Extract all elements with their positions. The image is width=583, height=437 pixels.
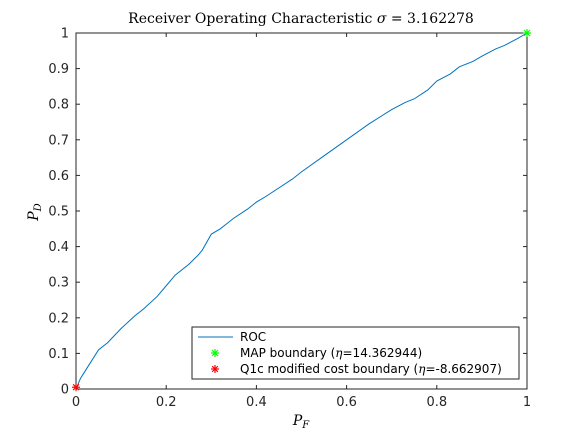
y-tick-label: 0.1: [48, 347, 69, 362]
legend: ROC MAP boundary (η=14.362944) Q1c modif…: [191, 326, 520, 380]
legend-map-label: MAP boundary (η=14.362944): [240, 346, 422, 360]
y-tick-label: 0.6: [48, 169, 69, 184]
x-tick-label: 0: [72, 395, 80, 410]
y-axis-label: PD: [26, 203, 44, 221]
legend-q1c-label: Q1c modified cost boundary (η=-8.662907): [240, 362, 502, 376]
q1c-boundary-marker: [72, 383, 80, 392]
roc-curve-line: [75, 32, 528, 390]
x-tick-label: 0.4: [246, 395, 267, 410]
q1c-boundary-point: [72, 383, 80, 391]
legend-q1c-asterisk: [211, 365, 219, 373]
x-tick-label: 0.8: [426, 395, 447, 410]
x-tick-label: 0.6: [336, 395, 357, 410]
legend-map-swatch: [211, 349, 219, 357]
y-tick-label: 0.7: [48, 133, 69, 148]
y-tick-label: 0.3: [48, 276, 69, 291]
y-tick-label: 1: [61, 27, 69, 42]
y-tick-label: 0.5: [48, 205, 69, 220]
y-tick-label: 0.4: [48, 240, 69, 255]
y-tick-label: 0.9: [48, 62, 69, 77]
legend-box: [191, 326, 520, 380]
x-tick-label: 0.2: [156, 395, 177, 410]
legend-map-asterisk: [211, 349, 219, 357]
chart-title: Receiver Operating Characteristic σ = 3.…: [128, 11, 474, 27]
y-tick-label: 0.8: [48, 98, 69, 113]
map-boundary-point: [523, 29, 531, 37]
y-ticks: 0 0.1 0.2 0.3 0.4 0.5 0.6 0.7 0.8 0.9 1: [48, 27, 527, 398]
plot-area: [72, 29, 531, 392]
y-tick-label: 0.2: [48, 311, 69, 326]
map-boundary-marker: [523, 29, 531, 37]
legend-roc-label: ROC: [240, 330, 266, 344]
legend-q1c-swatch: [211, 365, 219, 373]
x-axis-label: PF: [292, 413, 310, 431]
x-tick-label: 1: [523, 395, 531, 410]
y-tick-label: 0: [61, 383, 69, 398]
